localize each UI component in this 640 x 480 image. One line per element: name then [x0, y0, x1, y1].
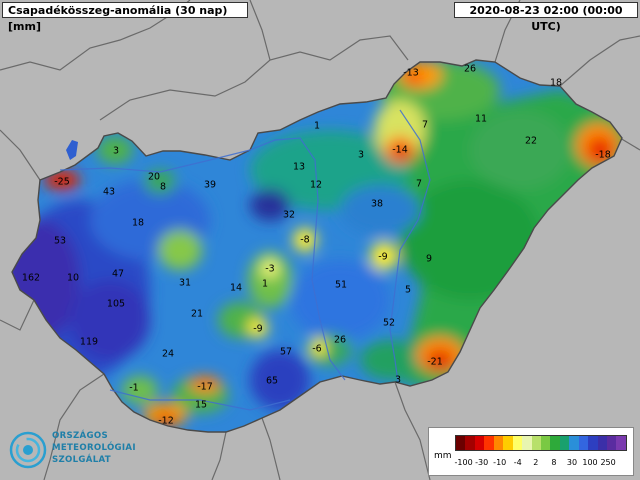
station-value: 31 — [179, 278, 191, 289]
station-value: 39 — [204, 180, 216, 191]
legend-tick-label: 8 — [551, 458, 557, 467]
station-value: 18 — [550, 78, 562, 89]
legend-tick-label: 250 — [600, 458, 616, 467]
logo-line-2: METEOROLÓGIAI — [52, 443, 136, 453]
legend-tick-label: 30 — [566, 458, 578, 467]
legend-ticks: -100 -30 -10 -4 2 8 30 100 250 — [455, 458, 627, 470]
legend-swatch — [569, 436, 579, 450]
station-value: 22 — [525, 136, 537, 147]
station-value: 12 — [310, 180, 322, 191]
station-value: 14 — [230, 283, 242, 294]
station-value: 3 — [395, 375, 401, 386]
legend-unit: mm — [434, 451, 452, 461]
station-value: 3 — [358, 150, 364, 161]
omsz-logo: ORSZÁGOS METEOROLÓGIAI SZOLGÁLAT — [8, 428, 168, 474]
station-value: -18 — [595, 150, 611, 161]
legend-swatch — [597, 436, 607, 450]
station-value: 65 — [266, 376, 278, 387]
station-value: 11 — [475, 114, 487, 125]
color-legend: mm -100 -30 -10 -4 2 8 30 100 250 — [428, 427, 634, 476]
rivers — [59, 109, 431, 411]
legend-swatch — [493, 436, 504, 450]
station-value: -12 — [158, 416, 174, 427]
station-value: 20 — [148, 172, 160, 183]
station-value: 38 — [371, 199, 383, 210]
station-value: 3 — [113, 146, 119, 157]
station-value: -1 — [129, 383, 138, 394]
station-value: 1 — [262, 279, 268, 290]
station-value: 26 — [464, 64, 476, 75]
legend-swatch — [522, 436, 532, 450]
station-value: 43 — [103, 187, 115, 198]
legend-swatch — [456, 436, 466, 450]
legend-tick-label: 2 — [533, 458, 539, 467]
station-value: -14 — [392, 145, 408, 156]
legend-tick-label: 100 — [582, 458, 598, 467]
legend-swatch — [512, 436, 523, 450]
station-value: 5 — [405, 285, 411, 296]
legend-swatch — [559, 436, 570, 450]
legend-swatch — [484, 436, 494, 450]
station-value: 13 — [293, 162, 305, 173]
station-value: -25 — [54, 177, 70, 188]
legend-tick-label: -30 — [475, 458, 489, 467]
station-value: 1 — [314, 121, 320, 132]
station-value: 18 — [132, 218, 144, 229]
station-value: 7 — [422, 120, 428, 131]
legend-swatch — [474, 436, 485, 450]
station-value: 15 — [195, 400, 207, 411]
logo-line-1: ORSZÁGOS — [52, 431, 108, 441]
station-value: 47 — [112, 269, 124, 280]
lake-neusiedl — [66, 140, 78, 160]
station-value: 8 — [160, 182, 166, 193]
station-value: 9 — [426, 254, 432, 265]
omsz-logo-icon — [9, 431, 47, 469]
legend-swatch — [503, 436, 513, 450]
legend-swatch — [465, 436, 475, 450]
legend-swatch — [531, 436, 541, 450]
legend-swatch — [578, 436, 589, 450]
station-value: -9 — [378, 252, 387, 263]
legend-swatch — [607, 436, 617, 450]
station-value: 10 — [67, 273, 79, 284]
station-value: 119 — [80, 337, 98, 348]
station-value: -21 — [427, 357, 443, 368]
station-value: 52 — [383, 318, 395, 329]
legend-tick-label: -4 — [513, 458, 522, 467]
legend-swatch — [616, 436, 626, 450]
station-value: -6 — [312, 344, 321, 355]
legend-tick-label: -100 — [454, 458, 473, 467]
station-value: 26 — [334, 335, 346, 346]
legend-swatch — [540, 436, 551, 450]
map-timestamp: 2020-08-23 02:00 (00:00 UTC) — [454, 2, 638, 33]
map-title: Csapadékösszeg-anomália (30 nap) [mm] — [2, 2, 248, 33]
station-value: 32 — [283, 210, 295, 221]
station-value: 24 — [162, 349, 174, 360]
legend-tick-label: -10 — [493, 458, 507, 467]
station-value: 162 — [22, 273, 40, 284]
logo-line-3: SZOLGÁLAT — [52, 455, 111, 465]
station-value: -9 — [253, 324, 262, 335]
station-value: 53 — [54, 236, 66, 247]
station-value: 105 — [107, 299, 125, 310]
station-value: -8 — [300, 235, 309, 246]
station-value: 7 — [416, 179, 422, 190]
station-value: 51 — [335, 280, 347, 291]
station-value: -3 — [265, 264, 274, 275]
legend-color-bar — [455, 435, 627, 451]
station-value: 57 — [280, 347, 292, 358]
station-value: -17 — [197, 382, 213, 393]
legend-swatch — [588, 436, 598, 450]
station-value: 21 — [191, 309, 203, 320]
station-value: -13 — [403, 68, 419, 79]
legend-swatch — [550, 436, 560, 450]
